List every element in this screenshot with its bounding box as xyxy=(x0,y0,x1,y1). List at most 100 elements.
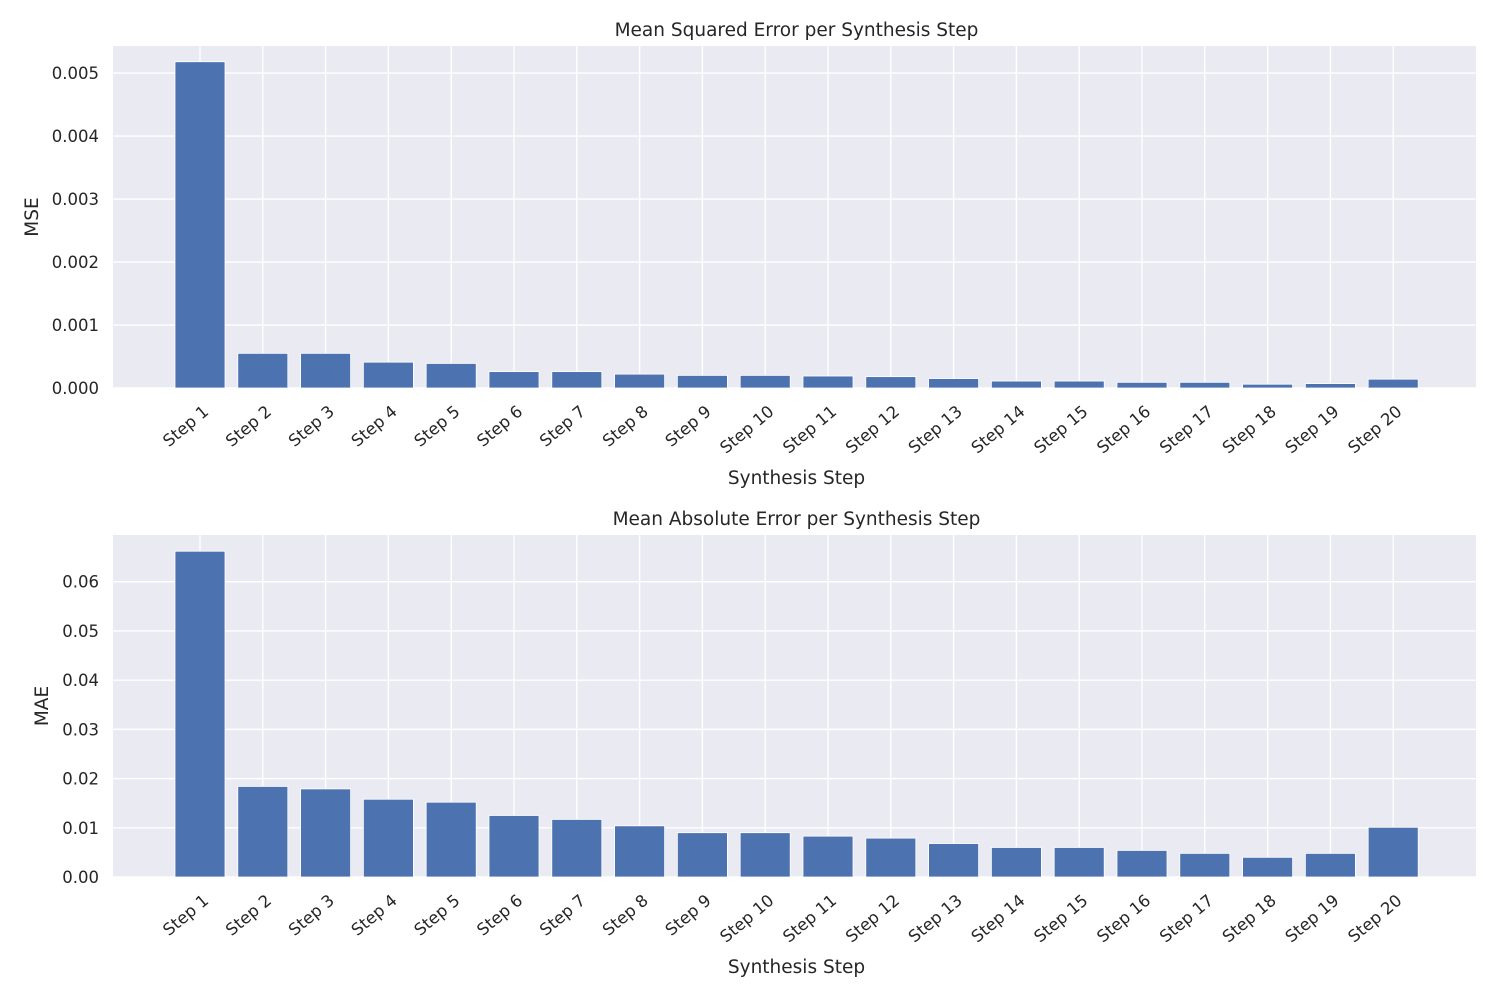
mae-x-tick-label: Step 5 xyxy=(410,891,463,940)
mae-bar xyxy=(551,819,603,878)
mse-x-tick-label: Step 20 xyxy=(1344,402,1405,458)
mae-bar xyxy=(614,825,665,878)
mse-bar xyxy=(802,375,854,389)
mae-x-axis-label: Synthesis Step xyxy=(728,957,865,978)
mae-bar xyxy=(1116,850,1168,878)
mae-y-tick-label: 0.01 xyxy=(62,819,99,838)
mae-x-tick-label: Step 20 xyxy=(1344,891,1405,947)
mae-x-tick-label: Step 19 xyxy=(1282,891,1343,947)
mse-bar xyxy=(928,378,979,389)
mae-bar xyxy=(1242,856,1293,878)
mse-x-tick-label: Step 1 xyxy=(159,402,212,451)
mse-x-tick-label: Step 11 xyxy=(779,402,840,458)
mse-x-tick-label: Step 18 xyxy=(1219,402,1280,458)
mse-x-tick-label: Step 15 xyxy=(1030,402,1091,458)
mae-x-tick-label: Step 3 xyxy=(285,891,338,940)
mse-bar xyxy=(1305,383,1356,389)
mse-x-tick-label: Step 2 xyxy=(222,402,275,451)
mse-x-tick-label: Step 3 xyxy=(285,402,338,451)
mae-x-tick-label: Step 9 xyxy=(662,891,715,940)
mse-x-tick-label: Step 16 xyxy=(1093,402,1154,458)
mae-y-tick-label: 0.00 xyxy=(62,868,99,887)
mae-x-tick-label: Step 11 xyxy=(779,891,840,947)
mae-x-tick-label: Step 7 xyxy=(536,891,589,940)
mae-bar xyxy=(237,786,289,878)
mse-x-tick-label: Step 7 xyxy=(536,402,589,451)
mae-bar xyxy=(928,843,979,878)
mae-x-tick-label: Step 6 xyxy=(473,891,526,940)
mse-y-tick-label: 0.005 xyxy=(52,64,99,83)
mae-x-tick-label: Step 10 xyxy=(716,891,777,947)
mae-bar xyxy=(865,837,917,878)
mae-x-tick-label: Step 18 xyxy=(1219,891,1280,947)
mse-bar xyxy=(488,371,540,389)
mse-y-axis-label: MSE xyxy=(22,197,43,236)
mse-x-tick-label: Step 10 xyxy=(716,402,777,458)
mse-x-tick-label: Step 17 xyxy=(1156,402,1217,458)
mse-bar xyxy=(362,361,414,389)
mse-x-tick-label: Step 9 xyxy=(662,402,715,451)
mse-y-tick-label: 0.003 xyxy=(52,190,99,209)
mae-y-tick-label: 0.05 xyxy=(62,622,99,641)
mae-bar xyxy=(1305,852,1356,878)
mse-x-tick-label: Step 6 xyxy=(473,402,526,451)
mse-x-tick-label: Step 8 xyxy=(599,402,652,451)
mae-x-tick-label: Step 15 xyxy=(1030,891,1091,947)
mae-bar xyxy=(174,550,226,878)
mse-bar xyxy=(1179,381,1231,389)
mse-y-tick-label: 0.002 xyxy=(52,253,99,272)
mae-bar xyxy=(300,788,352,878)
mae-x-tick-label: Step 12 xyxy=(842,891,903,947)
mse-bar xyxy=(425,363,477,389)
mae-y-axis-label: MAE xyxy=(32,686,53,726)
mae-x-tick-label: Step 8 xyxy=(599,891,652,940)
mae-x-tick-label: Step 17 xyxy=(1156,891,1217,947)
mse-x-tick-label: Step 5 xyxy=(410,402,463,451)
mae-bar xyxy=(677,832,728,878)
mae-bar xyxy=(1367,826,1419,878)
mae-bar xyxy=(425,801,477,878)
mse-bar xyxy=(1367,378,1419,389)
mse-x-axis-label: Synthesis Step xyxy=(728,468,865,489)
mae-x-tick-label: Step 14 xyxy=(968,891,1029,947)
mse-bar xyxy=(614,373,665,389)
mae-x-tick-label: Step 2 xyxy=(222,891,275,940)
mse-x-tick-label: Step 19 xyxy=(1282,402,1343,458)
mse-x-tick-label: Step 12 xyxy=(842,402,903,458)
mse-bar xyxy=(174,61,226,389)
mae-bar xyxy=(488,815,540,878)
mse-bar xyxy=(237,352,289,389)
mae-chart-title: Mean Absolute Error per Synthesis Step xyxy=(613,509,981,530)
mse-bar xyxy=(677,375,728,389)
mae-y-tick-label: 0.03 xyxy=(62,720,99,739)
mae-x-tick-label: Step 4 xyxy=(348,891,401,940)
mae-y-tick-label: 0.06 xyxy=(62,573,99,592)
mse-bar xyxy=(739,375,791,389)
mae-y-tick-label: 0.02 xyxy=(62,770,99,789)
mae-bar xyxy=(739,832,791,878)
mse-bar xyxy=(1053,380,1105,389)
mse-y-tick-label: 0.004 xyxy=(52,127,99,146)
mse-x-tick-label: Step 14 xyxy=(968,402,1029,458)
mae-bar xyxy=(802,835,854,878)
mse-bar xyxy=(865,376,917,389)
mse-y-tick-label: 0.001 xyxy=(52,316,99,335)
mse-bar xyxy=(1242,383,1293,389)
mae-bar xyxy=(991,847,1042,878)
mse-y-tick-label: 0.000 xyxy=(52,379,99,398)
mse-bar xyxy=(1116,381,1168,389)
mae-x-tick-label: Step 13 xyxy=(905,891,966,947)
mse-plot-area xyxy=(113,46,1476,388)
mse-chart-title: Mean Squared Error per Synthesis Step xyxy=(615,20,979,41)
mae-bar xyxy=(1053,847,1105,878)
mse-bar xyxy=(551,371,603,389)
mae-y-tick-label: 0.04 xyxy=(62,671,99,690)
mae-x-tick-label: Step 16 xyxy=(1093,891,1154,947)
mse-bar xyxy=(300,352,352,389)
mae-x-tick-label: Step 1 xyxy=(159,891,212,940)
mse-x-tick-label: Step 4 xyxy=(348,402,401,451)
mse-bar xyxy=(991,380,1042,389)
